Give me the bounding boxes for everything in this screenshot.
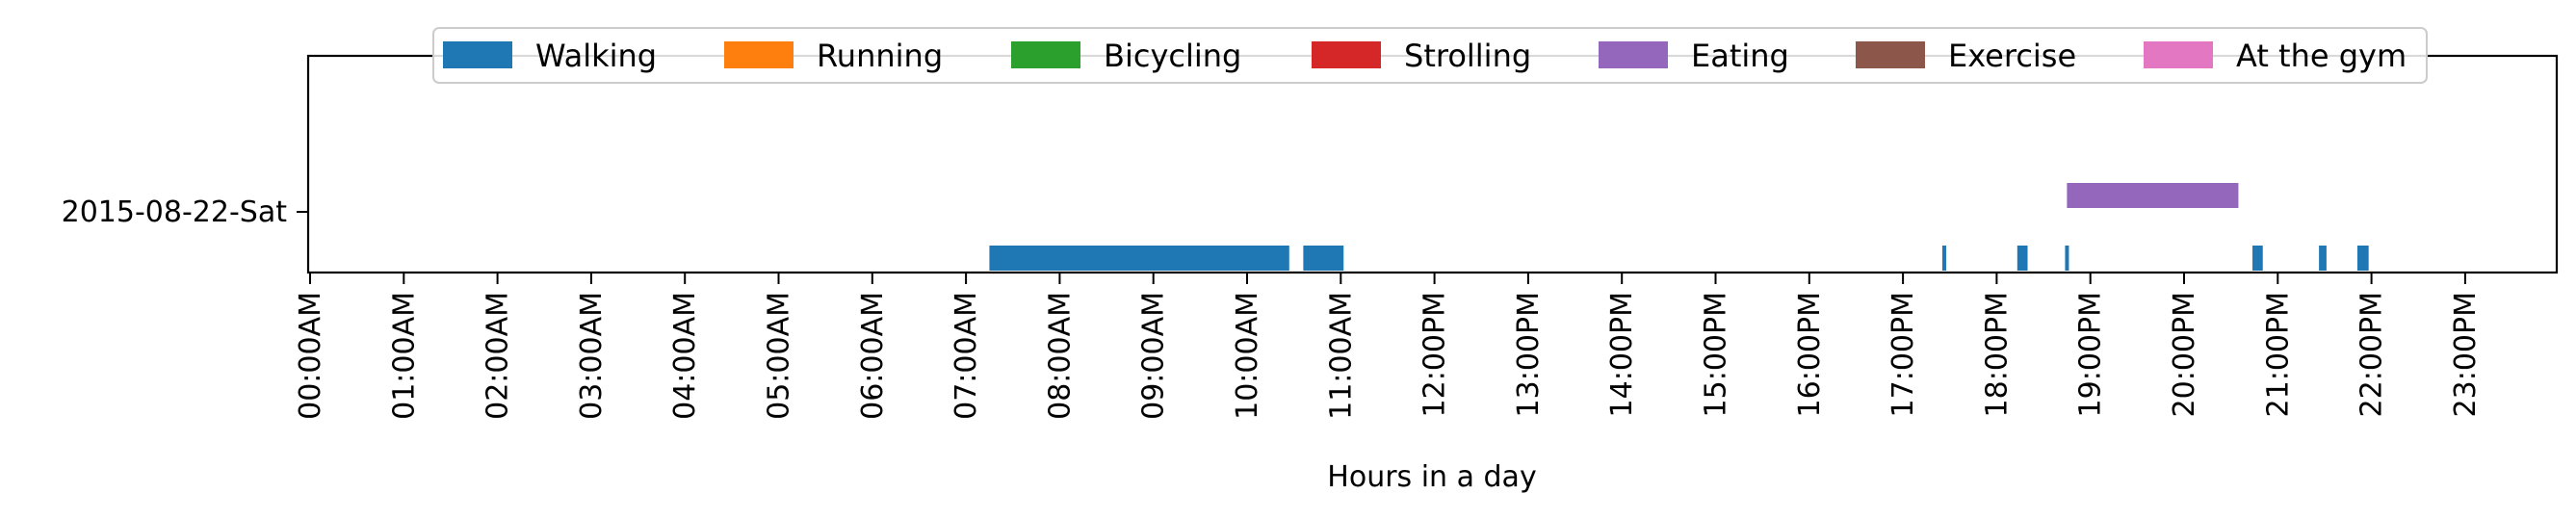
legend-label-walking: Walking: [535, 38, 657, 74]
bar-walking: [2319, 246, 2327, 271]
x-axis: 00:00AM 01:00AM 02:00AM 03:00AM 04:00AM 05:00…: [294, 273, 2483, 420]
bar-walking: [1303, 246, 1344, 271]
x-tick-label: 11:00AM: [1324, 292, 1358, 420]
plot-frame: [306, 54, 2559, 274]
legend-label-exercise: Exercise: [1948, 38, 2076, 74]
legend-swatch-at-the-gym: [2144, 41, 2213, 68]
legend-swatch-bicycling: [1011, 41, 1080, 68]
x-tick-label: 08:00AM: [1043, 292, 1077, 420]
legend-label-eating: Eating: [1691, 38, 1789, 74]
legend-label-strolling: Strolling: [1404, 38, 1531, 74]
x-tick-label: 19:00PM: [2074, 292, 2108, 417]
legend-swatch-running: [724, 41, 794, 68]
x-tick-label: 15:00PM: [1700, 292, 1733, 417]
x-tick-label: 10:00AM: [1231, 292, 1264, 420]
x-tick-label: 23:00PM: [2449, 292, 2483, 417]
legend-label-running: Running: [817, 38, 943, 74]
x-tick-label: 09:00AM: [1137, 292, 1171, 420]
bar-walking: [2252, 246, 2263, 271]
x-tick-label: 12:00PM: [1418, 292, 1452, 417]
bar-walking: [2065, 246, 2069, 271]
x-axis-label: Hours in a day: [1327, 460, 1536, 494]
x-tick-label: 06:00AM: [856, 292, 890, 420]
legend-swatch-exercise: [1856, 41, 1925, 68]
legend: Walking Running Bicycling Strolling Eating Ex…: [432, 27, 2428, 84]
x-tick-label: 04:00AM: [668, 292, 702, 420]
bar-walking: [1941, 246, 1946, 271]
legend-label-bicycling: Bicycling: [1104, 38, 1241, 74]
x-tick-label: 14:00PM: [1605, 292, 1639, 417]
x-tick-label: 05:00AM: [763, 292, 796, 420]
x-tick-label: 20:00PM: [2168, 292, 2201, 417]
bar-eating: [2067, 183, 2239, 208]
x-tick-label: 00:00AM: [294, 292, 327, 420]
legend-swatch-walking: [443, 41, 512, 68]
y-axis: 2015-08-22-Sat: [62, 195, 308, 229]
y-tick-label: 2015-08-22-Sat: [62, 195, 288, 229]
x-tick-label: 16:00PM: [1793, 292, 1827, 417]
bar-walking: [2017, 246, 2028, 271]
x-tick-label: 21:00PM: [2261, 292, 2295, 417]
legend-frame: [432, 27, 2428, 84]
legend-label-at-the-gym: At the gym: [2236, 38, 2407, 74]
x-tick-label: 18:00PM: [1980, 292, 2014, 417]
x-tick-label: 07:00AM: [950, 292, 983, 420]
bar-walking: [989, 246, 1289, 271]
legend-swatch-eating: [1599, 41, 1668, 68]
bars-layer: [989, 183, 2369, 271]
x-tick-label: 22:00PM: [2355, 292, 2389, 417]
x-tick-label: 13:00PM: [1512, 292, 1546, 417]
legend-swatch-strolling: [1312, 41, 1381, 68]
x-tick-label: 03:00AM: [575, 292, 609, 420]
x-tick-label: 02:00AM: [481, 292, 515, 420]
x-tick-label: 01:00AM: [387, 292, 421, 420]
x-tick-label: 17:00PM: [1886, 292, 1920, 417]
bar-walking: [2357, 246, 2369, 271]
